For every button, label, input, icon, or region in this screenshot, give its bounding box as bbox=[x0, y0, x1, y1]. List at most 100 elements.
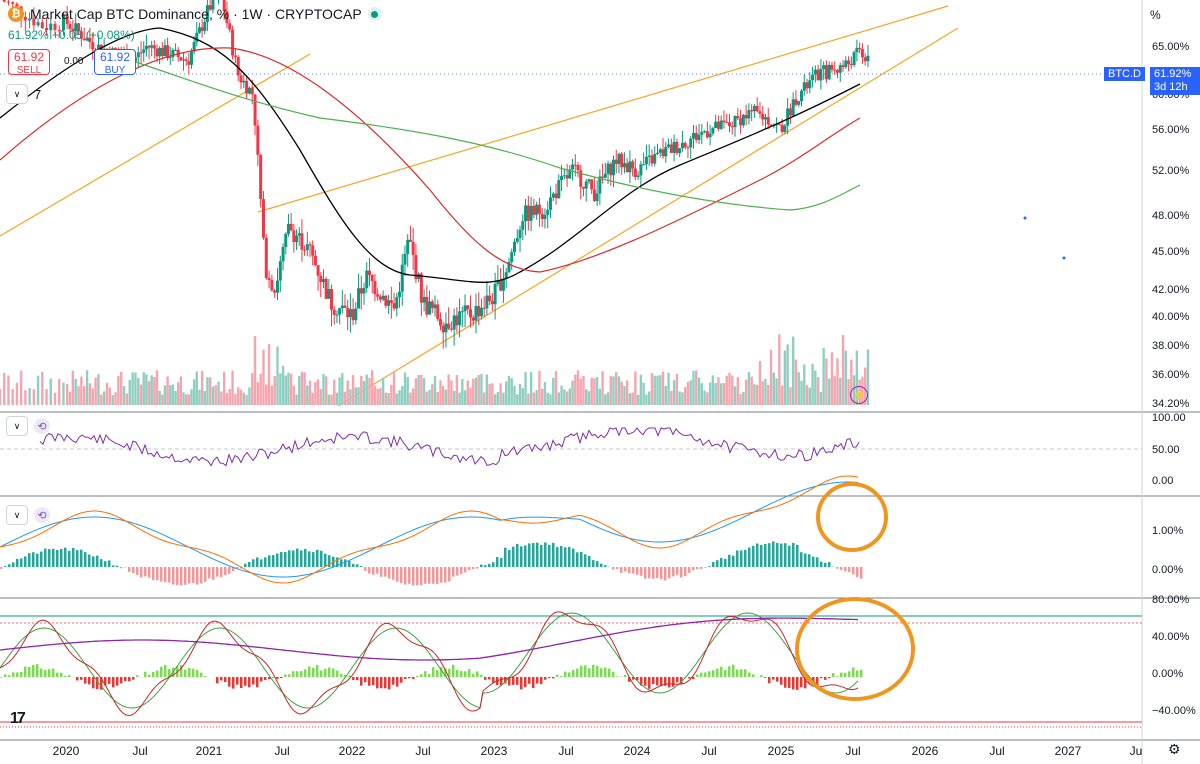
osc-histogram-bar bbox=[584, 665, 587, 677]
macd-histogram-bar bbox=[708, 566, 711, 567]
volume-bar bbox=[122, 386, 126, 405]
volume-bar bbox=[41, 371, 44, 405]
indicators-count: 7 bbox=[34, 86, 42, 102]
candle-body bbox=[441, 325, 445, 333]
time-tick-label: 2022 bbox=[339, 744, 366, 758]
osc-histogram-bar bbox=[316, 664, 319, 677]
macd-histogram-bar bbox=[328, 555, 331, 567]
osc-histogram-bar bbox=[252, 677, 255, 685]
price-tick-label: 34.20% bbox=[1152, 398, 1190, 410]
candle-body bbox=[319, 275, 323, 283]
candle-body bbox=[367, 270, 371, 275]
candle-body bbox=[297, 233, 301, 236]
osc-histogram-bar bbox=[860, 669, 863, 677]
macd-histogram-bar bbox=[212, 567, 215, 580]
sync-icon[interactable]: ⟲ bbox=[34, 507, 50, 523]
scale-unit[interactable]: % bbox=[1150, 8, 1161, 22]
candle-body bbox=[835, 70, 839, 73]
osc-histogram-bar bbox=[740, 669, 743, 677]
macd-histogram-bar bbox=[112, 565, 115, 567]
candle-body bbox=[411, 241, 415, 256]
candle-body bbox=[546, 209, 550, 215]
macd-histogram-bar bbox=[552, 542, 555, 567]
volume-bar bbox=[295, 394, 298, 405]
candle-body bbox=[833, 69, 837, 71]
candle-body bbox=[197, 27, 201, 33]
chevron-down-icon[interactable]: ∨ bbox=[6, 505, 28, 525]
macd-histogram-bar bbox=[520, 546, 523, 567]
rsi-pane-controls[interactable]: ∨ ⟲ bbox=[6, 416, 50, 436]
osc-histogram-bar bbox=[272, 677, 275, 678]
candle-body bbox=[236, 56, 240, 76]
volume-bar bbox=[678, 391, 681, 405]
candle-body bbox=[182, 59, 186, 61]
volume-bar bbox=[15, 382, 19, 405]
candle-body bbox=[595, 193, 599, 202]
volume-bar bbox=[298, 375, 301, 405]
osc-histogram-bar bbox=[504, 677, 507, 684]
osc-histogram-bar bbox=[424, 671, 427, 677]
macd-histogram-bar bbox=[856, 567, 859, 578]
macd-histogram-bar bbox=[108, 560, 111, 567]
volume-bar bbox=[284, 375, 287, 405]
volume-bar bbox=[510, 378, 513, 405]
price-tick-label: 56.00% bbox=[1152, 124, 1190, 136]
lightning-icon[interactable]: ⚡ bbox=[850, 386, 868, 404]
candle-body bbox=[332, 309, 336, 315]
chevron-down-icon[interactable]: ∨ bbox=[6, 416, 28, 436]
macd-histogram-bar bbox=[544, 542, 547, 567]
macd-histogram-bar bbox=[348, 560, 351, 567]
candle-body bbox=[827, 64, 831, 80]
volume-bar bbox=[736, 377, 739, 405]
osc-histogram-bar bbox=[132, 677, 135, 680]
sell-button[interactable]: 61.92 SELL bbox=[8, 49, 50, 76]
macd-histogram-bar bbox=[860, 567, 863, 579]
candle-body bbox=[430, 301, 434, 309]
macd-pane-controls[interactable]: ∨ ⟲ bbox=[6, 505, 50, 525]
volume-bar bbox=[855, 350, 859, 405]
candle-body bbox=[281, 246, 285, 262]
candle-body bbox=[45, 27, 49, 31]
buy-button[interactable]: 61.92 BUY bbox=[94, 49, 136, 76]
candle-body bbox=[40, 22, 44, 28]
market-status-icon[interactable] bbox=[367, 7, 382, 21]
indicators-toggle[interactable]: ∨ 7 bbox=[6, 84, 41, 104]
macd-histogram-bar bbox=[636, 567, 639, 575]
macd-histogram-bar bbox=[276, 553, 279, 567]
osc-histogram-bar bbox=[600, 668, 603, 677]
candle-body bbox=[644, 156, 648, 165]
volume-bar bbox=[463, 390, 467, 405]
volume-bar bbox=[579, 378, 582, 405]
tradingview-logo-icon[interactable]: 17 bbox=[10, 710, 26, 727]
macd-histogram-bar bbox=[360, 566, 363, 567]
chevron-down-icon[interactable]: ∨ bbox=[6, 84, 28, 104]
trend-line bbox=[0, 53, 311, 237]
candle-body bbox=[680, 142, 684, 149]
volume-bar bbox=[703, 390, 706, 405]
osc-histogram-bar bbox=[384, 677, 387, 689]
macd-histogram-bar bbox=[48, 549, 51, 567]
volume-bar bbox=[117, 376, 120, 405]
macd-histogram-bar bbox=[620, 567, 623, 573]
price-tick-label: 45.00% bbox=[1152, 246, 1190, 258]
candle-body bbox=[560, 176, 564, 181]
macd-histogram-bar bbox=[656, 567, 659, 579]
candle-body bbox=[303, 249, 307, 251]
volume-bar bbox=[841, 335, 845, 405]
volume-bar bbox=[783, 350, 787, 405]
volume-bar bbox=[211, 386, 215, 405]
candle-body bbox=[581, 186, 585, 189]
symbol-title[interactable]: Market Cap BTC Dominance, % · 1W · CRYPT… bbox=[30, 6, 362, 22]
osc-histogram-bar bbox=[448, 668, 451, 677]
macd-histogram-bar bbox=[52, 548, 55, 567]
candle-body bbox=[79, 31, 83, 39]
price-change: 61.92% +0.05 (+0.08%) bbox=[8, 28, 135, 42]
osc-histogram-bar bbox=[660, 677, 663, 686]
sync-icon[interactable]: ⟲ bbox=[34, 418, 50, 434]
volume-bar bbox=[706, 392, 709, 405]
macd-tick-label: 1.00% bbox=[1152, 525, 1183, 537]
candle-body bbox=[512, 241, 516, 253]
candle-body bbox=[400, 264, 404, 292]
gear-icon[interactable]: ⚙ bbox=[1168, 741, 1181, 757]
